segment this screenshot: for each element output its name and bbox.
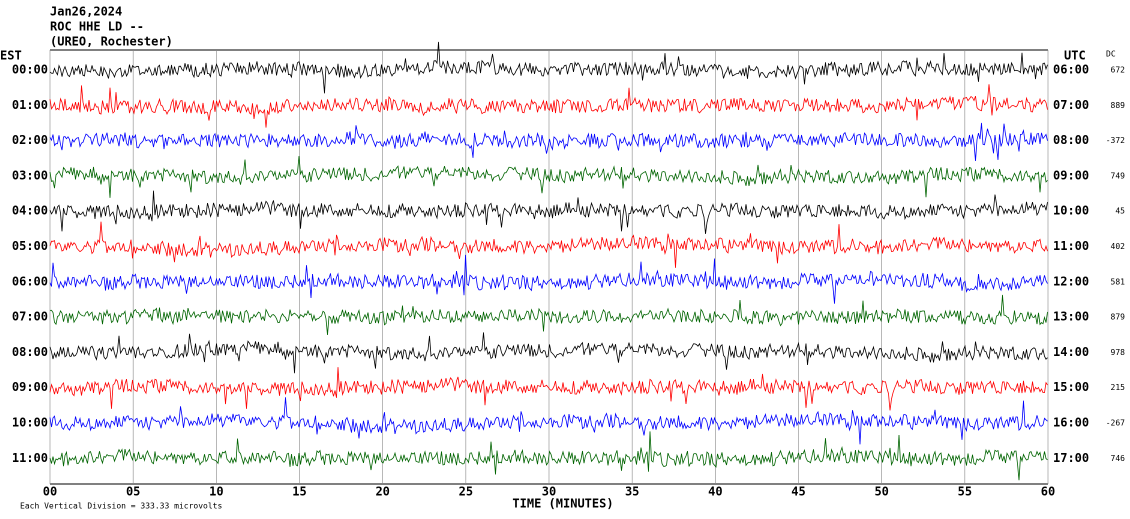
- est-label: 05:00: [12, 239, 48, 253]
- est-label: 10:00: [12, 416, 48, 430]
- dc-value: 978: [1111, 348, 1126, 357]
- est-label: 11:00: [12, 451, 48, 465]
- dc-value: 746: [1111, 454, 1126, 463]
- utc-label: 06:00: [1053, 63, 1089, 77]
- est-label: 08:00: [12, 345, 48, 359]
- trace: [49, 254, 1048, 304]
- utc-label: 08:00: [1053, 133, 1089, 147]
- trace: [49, 294, 1048, 336]
- trace: [49, 332, 1048, 374]
- left-label: EST: [0, 49, 22, 63]
- est-label: 06:00: [12, 274, 48, 288]
- est-label: 01:00: [12, 98, 48, 112]
- x-tick-label: 30: [542, 485, 556, 499]
- x-tick-label: 40: [708, 485, 722, 499]
- dc-value: -372: [1106, 136, 1125, 145]
- dc-value: -267: [1106, 419, 1125, 428]
- utc-label: 14:00: [1053, 345, 1089, 359]
- est-label: 09:00: [12, 380, 48, 394]
- x-tick-label: 25: [459, 485, 473, 499]
- utc-label: 11:00: [1053, 239, 1089, 253]
- est-label: 02:00: [12, 133, 48, 147]
- utc-label: 17:00: [1053, 451, 1089, 465]
- trace: [49, 84, 1048, 128]
- trace: [49, 397, 1048, 445]
- x-tick-label: 20: [375, 485, 389, 499]
- utc-label: 09:00: [1053, 168, 1089, 182]
- est-label: 04:00: [12, 204, 48, 218]
- dc-value: 581: [1111, 277, 1126, 286]
- dc-value: 45: [1115, 207, 1125, 216]
- utc-label: 16:00: [1053, 416, 1089, 430]
- x-tick-label: 00: [43, 485, 57, 499]
- x-tick-label: 50: [874, 485, 888, 499]
- dc-value: 672: [1111, 66, 1126, 75]
- trace: [49, 367, 1048, 411]
- x-axis-label: TIME (MINUTES): [512, 497, 613, 511]
- utc-label: 10:00: [1053, 204, 1089, 218]
- est-label: 07:00: [12, 310, 48, 324]
- dc-value: 215: [1111, 383, 1126, 392]
- date: Jan26,2024: [50, 5, 122, 19]
- x-tick-label: 10: [209, 485, 223, 499]
- trace: [49, 221, 1048, 268]
- footer: Each Vertical Division = 333.33 microvol…: [20, 502, 222, 511]
- station: ROC HHE LD --: [50, 20, 144, 34]
- x-tick-label: 35: [625, 485, 639, 499]
- x-tick-label: 15: [292, 485, 306, 499]
- right-label: UTC: [1064, 49, 1086, 63]
- utc-label: 13:00: [1053, 310, 1089, 324]
- location: (UREO, Rochester): [50, 35, 173, 49]
- utc-label: 12:00: [1053, 274, 1089, 288]
- x-tick-label: 55: [958, 485, 972, 499]
- x-tick-label: 45: [791, 485, 805, 499]
- trace: [49, 431, 1048, 481]
- dc-value: 889: [1111, 101, 1126, 110]
- trace: [49, 190, 1048, 234]
- trace: [49, 41, 1048, 94]
- dc-value: 879: [1111, 313, 1126, 322]
- est-label: 00:00: [12, 63, 48, 77]
- dc-label: DC: [1106, 50, 1116, 59]
- x-tick-label: 05: [126, 485, 140, 499]
- trace: [49, 155, 1048, 198]
- utc-label: 07:00: [1053, 98, 1089, 112]
- est-label: 03:00: [12, 168, 48, 182]
- utc-label: 15:00: [1053, 380, 1089, 394]
- dc-value: 402: [1111, 242, 1126, 251]
- dc-value: 749: [1111, 171, 1126, 180]
- x-tick-label: 60: [1041, 485, 1055, 499]
- trace: [49, 122, 1048, 162]
